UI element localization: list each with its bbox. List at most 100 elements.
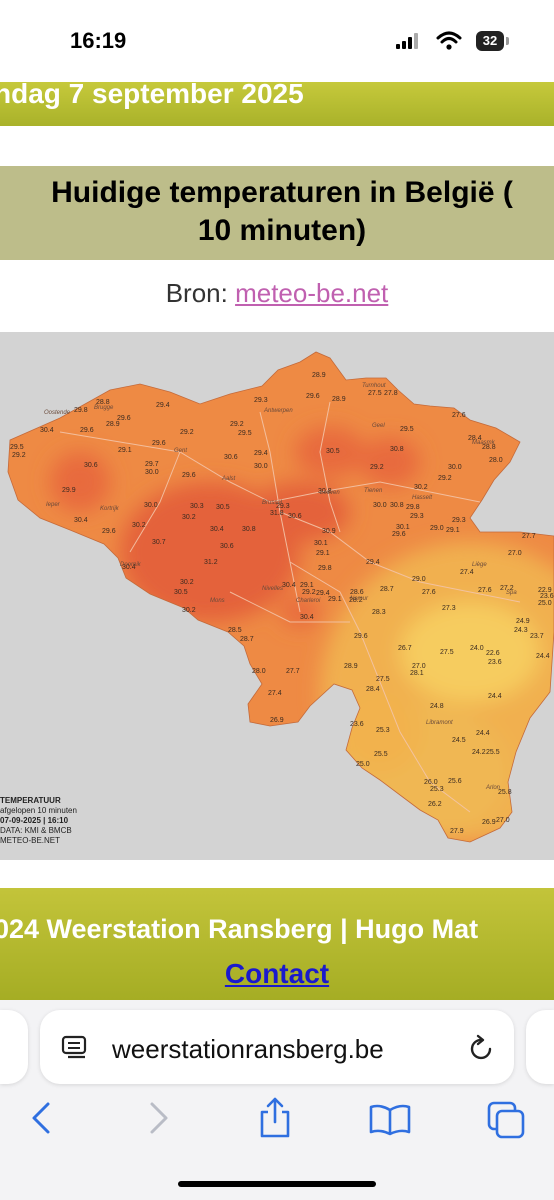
tabs-icon[interactable] [486, 1100, 528, 1140]
temperature-reading: 28.4 [468, 435, 482, 442]
temperature-reading: 29.6 [152, 440, 166, 447]
temperature-reading: 30.6 [224, 454, 238, 461]
temperature-reading: 29.1 [300, 582, 314, 589]
temperature-reading: 25.5 [486, 749, 500, 756]
temperature-reading: 28.7 [240, 636, 254, 643]
temperature-reading: 30.2 [414, 484, 428, 491]
address-bar[interactable] [40, 1010, 514, 1084]
reader-mode-icon[interactable] [60, 1034, 90, 1062]
temperature-reading: 30.1 [396, 524, 410, 531]
previous-tab-peek[interactable] [0, 1010, 28, 1084]
belgium-map-graphic: 28.927.5 27.829.6 28.929.328.8 29.429.829.6… [0, 332, 554, 860]
heading-line-2: 10 minuten) [197, 214, 367, 247]
temperature-reading: 25.5 [374, 751, 388, 758]
temperature-reading: 27.8 [384, 390, 398, 397]
bookmarks-icon[interactable] [368, 1102, 412, 1136]
city-label: Gent [174, 448, 187, 454]
temperature-reading: 29.6 [182, 472, 196, 479]
site-footer: 024 Weerstation Ransberg | Hugo Mat [0, 888, 554, 1000]
temperature-reading: 30.4 [122, 564, 136, 571]
temperature-reading: 29.1 [446, 527, 460, 534]
city-label: Aalst [221, 476, 236, 482]
temperature-reading: 30.2 [180, 579, 194, 586]
temperature-reading: 24.4 [488, 693, 502, 700]
url-text[interactable]: weerstationransberg.be [112, 1034, 384, 1064]
temperature-reading: 29.3 [452, 517, 466, 524]
temperature-reading: 30.0 [373, 502, 387, 509]
temperature-reading: 25.3 [376, 727, 390, 734]
city-label: Oostende [44, 410, 71, 416]
city-label: Brugge [94, 405, 114, 411]
city-label: Turnhout [362, 383, 386, 389]
temperature-reading: 30.0 [254, 463, 268, 470]
temperature-reading: 27.5 [440, 649, 454, 656]
temperature-reading: 29.3 [410, 513, 424, 520]
temperature-reading: 27.7 [522, 533, 536, 540]
temperature-reading: 30.8 [242, 526, 256, 533]
city-label: Tienen [364, 488, 383, 494]
temperature-reading: 28.2 [349, 597, 363, 604]
temperature-reading: 28.1 [410, 670, 424, 677]
source-link[interactable]: meteo-be.net [235, 278, 389, 308]
temperature-reading: 29.3 [254, 397, 268, 404]
city-label: Libramont [426, 720, 453, 726]
temperature-reading: 24.3 [514, 627, 528, 634]
battery-icon: 32 [476, 31, 504, 51]
city-label: Nivelles [262, 586, 283, 592]
temperature-reading: 28.9 [312, 372, 326, 379]
next-tab-peek[interactable] [526, 1010, 554, 1084]
share-icon[interactable] [256, 1096, 294, 1140]
city-label: Doornik [120, 562, 142, 568]
temperature-reading: 27.0 [412, 663, 426, 670]
status-time: 16:19 [70, 28, 127, 53]
city-label: Mons [210, 598, 225, 604]
temperature-reading: 29.2 [370, 464, 384, 471]
back-icon[interactable] [28, 1100, 54, 1136]
city-label: Namur [350, 596, 369, 602]
temperature-reading: 29.9 [62, 487, 76, 494]
city-label: Antwerpen [263, 408, 293, 414]
city-label: Geel [372, 423, 385, 429]
legend-timestamp: 07-09-2025 | 16:10 [0, 816, 69, 825]
temperature-reading: 24.0 [470, 645, 484, 652]
temperature-reading: 30.7 [152, 539, 166, 546]
temperature-reading: 23.6 [540, 593, 554, 600]
temperature-reading: 27.9 [450, 828, 464, 835]
temperature-reading: 30.2 [182, 607, 196, 614]
temperature-reading: 25.0 [356, 761, 370, 768]
temperature-reading: 31.2 [204, 559, 218, 566]
temperature-reading: 30.2 [132, 522, 146, 529]
temperature-reading: 27.4 [460, 569, 474, 576]
forward-icon[interactable] [146, 1100, 172, 1136]
status-bar: 16:19 32 [0, 0, 554, 82]
temperature-reading: 29.8 [318, 565, 332, 572]
temperature-reading: 27.0 [508, 550, 522, 557]
temperature-reading: 30.6 [84, 462, 98, 469]
temperature-reading: 28.0 [252, 668, 266, 675]
legend-period: afgelopen 10 minuten [0, 806, 77, 815]
temperature-reading: 30.6 [220, 543, 234, 550]
temperature-reading: 30.2 [182, 514, 196, 521]
reload-icon[interactable] [466, 1034, 496, 1064]
legend-title: TEMPERATUUR [0, 796, 61, 805]
date-banner: ndag 7 september 2025 [0, 82, 554, 126]
section-heading: Huidige temperaturen in België ( 10 minu… [0, 166, 554, 260]
temperature-reading: 27.2 [500, 585, 514, 592]
city-label: Charleroi [296, 598, 321, 604]
legend-site: METEO-BE.NET [0, 836, 61, 845]
temperature-reading: 29.5 [238, 430, 252, 437]
temperature-reading: 30.8 [390, 446, 404, 453]
source-label: Bron: [165, 278, 236, 308]
temperature-reading: 29.6 [117, 415, 131, 422]
contact-link[interactable]: Contact [224, 958, 330, 989]
temperature-reading: 26.9 [270, 717, 284, 724]
temperature-reading: 28.5 [228, 627, 242, 634]
city-label: Kortrijk [100, 506, 120, 512]
temperature-reading: 29.6 [102, 528, 116, 535]
temperature-reading: 31.8 [270, 510, 284, 517]
temperature-reading: 30.0 [145, 469, 159, 476]
temperature-reading: 23.6 [488, 659, 502, 666]
temperature-reading: 26.0 [424, 779, 438, 786]
city-label: Spa [506, 590, 517, 596]
map-legend: TEMPERATUUR afgelopen 10 minuten 07-09-2… [0, 796, 120, 846]
